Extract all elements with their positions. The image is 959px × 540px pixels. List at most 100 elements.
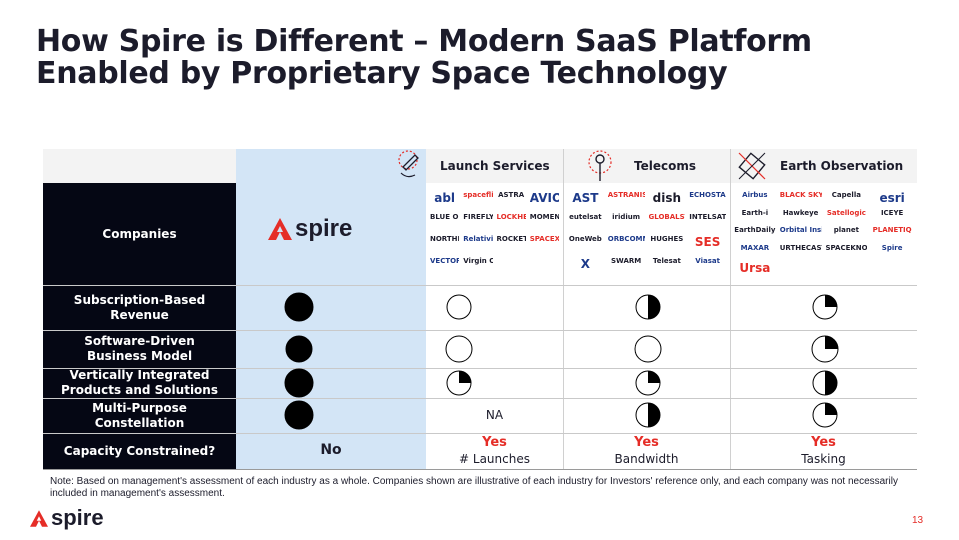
company-logo: SPACEX: [529, 235, 559, 243]
company-logo: FIREFLY: [463, 213, 493, 221]
company-logo: VECTOR: [430, 257, 460, 265]
footer-logo-text: spire: [51, 505, 104, 530]
row-label-companies: Companies: [102, 226, 177, 241]
company-logo: BLUE ORIGIN: [430, 213, 459, 221]
spire-logo-text: spire: [295, 215, 353, 242]
footnote: Note: Based on management's assessment o…: [50, 476, 898, 499]
company-logo: planet: [833, 226, 859, 235]
header-blank: [43, 149, 236, 183]
company-logo: eutelsat: [569, 213, 602, 221]
header-telecoms: Telecoms: [634, 159, 696, 173]
company-logo: iridium: [612, 213, 641, 221]
company-logo: PLANETIQ: [872, 226, 912, 235]
capacity-telecoms-detail: Bandwidth: [614, 452, 679, 466]
capacity-launch-detail: # Launches: [459, 452, 530, 466]
company-logo: Relativity: [463, 235, 492, 243]
company-logo: Virgin Orbit: [463, 257, 493, 265]
company-logo: GLOBALSTAR: [648, 213, 686, 221]
company-logo: spaceflight: [463, 191, 493, 199]
harvey-ball: [811, 335, 839, 363]
harvey-ball: [446, 294, 472, 320]
harvey-ball: [445, 335, 473, 363]
company-logo: MOMENTUS: [529, 213, 559, 221]
harvey-ball: [446, 370, 472, 396]
header-launch-services: Launch Services: [440, 159, 550, 173]
company-logo: ORBCOMM: [607, 235, 645, 243]
company-logo: MAXAR: [740, 243, 770, 252]
company-logo: Earth-i: [741, 208, 769, 217]
capacity-telecoms-answer: Yes: [634, 435, 659, 450]
row-divider: [43, 285, 917, 286]
company-logo: SES: [694, 235, 721, 249]
na-text: NA: [485, 408, 504, 422]
rocket-icon: [398, 150, 419, 178]
row-label-vertical: Vertically Integrated Products and Solut…: [61, 368, 218, 397]
company-logo: NORTHROP GRUMMAN: [430, 235, 459, 243]
harvey-ball: [284, 368, 314, 398]
company-logo: ASTRA: [498, 191, 525, 199]
spire-mark-icon: [30, 509, 48, 527]
company-logo: abl: [434, 191, 456, 205]
row-label-capacity: Capacity Constrained?: [63, 443, 216, 458]
company-logo: ECHOSTAR: [689, 191, 726, 199]
capacity-launch-answer: Yes: [482, 435, 507, 450]
harvey-ball: [285, 335, 313, 363]
spire-mark-icon: [268, 218, 292, 240]
row-label-software: Software-Driven Business Model: [84, 334, 195, 363]
row-divider: [43, 398, 917, 399]
col-divider: [730, 149, 731, 469]
harvey-ball: [634, 335, 662, 363]
label-column: [43, 183, 236, 469]
page-number: 13: [912, 515, 924, 526]
harvey-ball: [812, 370, 838, 396]
harvey-ball: [635, 294, 661, 320]
company-logo: AST: [572, 191, 599, 205]
company-logo: Telesat: [652, 257, 681, 265]
company-logo: Airbus: [742, 191, 768, 199]
header-bar: [426, 149, 917, 183]
capacity-eo-detail: Tasking: [801, 452, 846, 466]
company-logo: EarthDaily: [734, 226, 776, 235]
harvey-ball: [635, 370, 661, 396]
row-divider: [43, 330, 917, 331]
company-logo: esri: [879, 191, 905, 205]
satellite-icon: [738, 152, 766, 180]
company-logo: URTHECAST: [779, 243, 822, 252]
company-logo: Ursa: [739, 261, 771, 276]
harvey-ball: [812, 402, 838, 428]
company-logo: ICEYE: [880, 208, 904, 217]
company-logo: Hawkeye: [782, 208, 819, 217]
row-label-multipurpose: Multi-Purpose Constellation: [92, 400, 187, 430]
company-logo: Satellogic: [826, 208, 866, 217]
company-logo: OneWeb: [568, 235, 602, 243]
header-earth-observation: Earth Observation: [780, 159, 904, 173]
harvey-ball: [284, 292, 314, 322]
company-logo: dish: [652, 191, 682, 205]
capacity-eo-answer: Yes: [811, 435, 836, 450]
company-logo: INTELSAT: [689, 213, 726, 221]
harvey-ball: [635, 402, 661, 428]
company-logo: Spire: [881, 243, 903, 252]
harvey-ball: [812, 294, 838, 320]
page-title: How Spire is Different – Modern SaaS Pla…: [36, 24, 812, 91]
company-logo: SPACEKNOW: [825, 243, 868, 252]
spire-column: [236, 149, 426, 469]
company-logo: Orbital Insight: [779, 226, 822, 235]
row-label-subscription: Subscription-Based Revenue: [73, 292, 206, 322]
company-logo: BLACK SKY: [779, 191, 822, 199]
company-logo: Capella: [831, 191, 861, 199]
company-logo: HUGHES: [650, 235, 684, 243]
company-logo: X: [580, 257, 590, 271]
row-divider: [43, 433, 917, 434]
company-logo: AVIO: [529, 191, 559, 205]
col-divider: [563, 149, 564, 469]
company-logo: ROCKET LAB: [496, 235, 526, 243]
footer-logo: spire: [30, 505, 104, 531]
company-logo: LOCKHEED MARTIN: [496, 213, 526, 221]
harvey-ball: [284, 400, 314, 430]
spire-logo: spire: [268, 215, 352, 243]
row-divider: [43, 469, 917, 470]
antenna-icon: [588, 150, 612, 181]
company-logo: ASTRANIS: [607, 191, 645, 199]
capacity-spire: No: [320, 442, 342, 458]
